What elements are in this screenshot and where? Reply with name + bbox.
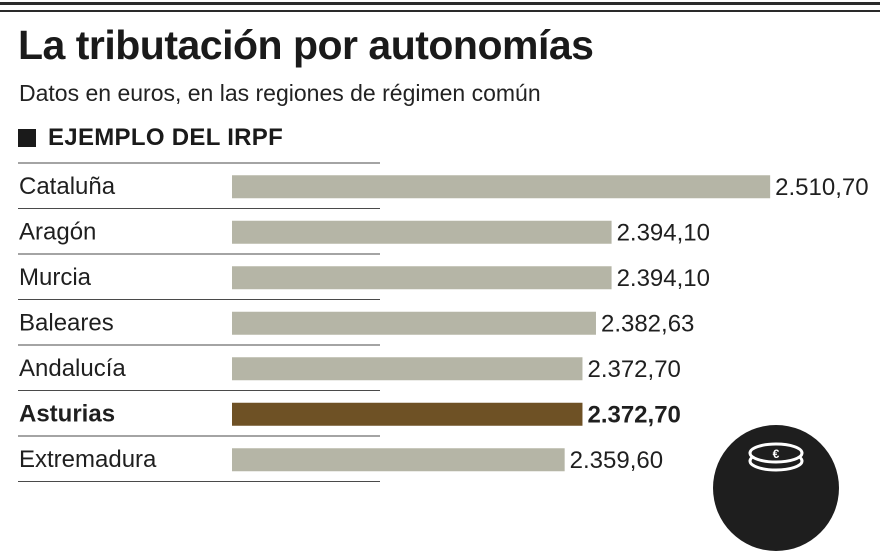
coins-icon-glyph: € (748, 442, 804, 472)
bar-murcia (232, 266, 612, 290)
top-rule-thick (0, 2, 880, 5)
section-label: EJEMPLO DEL IRPF (48, 124, 284, 151)
bar-asturias (232, 402, 583, 426)
chart-title: La tributación por autonomías (18, 22, 594, 68)
top-rule-thin (0, 10, 880, 12)
bar-aragon (232, 220, 612, 244)
category-label-aragon: Aragón (19, 218, 96, 245)
category-label-cataluna: Cataluña (19, 173, 116, 200)
value-label-murcia: 2.394,10 (617, 265, 710, 292)
value-label-baleares: 2.382,63 (601, 310, 694, 337)
value-label-extremadura: 2.359,60 (570, 447, 663, 474)
value-label-asturias: 2.372,70 (587, 401, 680, 428)
chart-subtitle: Datos en euros, en las regiones de régim… (19, 80, 541, 106)
bar-cataluna (232, 175, 771, 199)
category-label-murcia: Murcia (19, 264, 92, 291)
coins-icon: € (713, 425, 839, 551)
svg-text:€: € (773, 447, 780, 461)
bar-chart: Cataluña 2.510,70 Aragón 2.394,10 Murcia 2.39… (18, 162, 869, 482)
section-square-icon (18, 129, 36, 147)
bar-andalucia (232, 357, 583, 381)
bar-baleares (232, 311, 596, 335)
category-label-andalucia: Andalucía (19, 355, 126, 382)
category-label-baleares: Baleares (19, 309, 114, 336)
category-label-asturias: Asturias (19, 400, 115, 427)
value-label-aragon: 2.394,10 (617, 219, 710, 246)
category-label-extremadura: Extremadura (19, 446, 157, 473)
bar-extremadura (232, 448, 565, 472)
section-header: EJEMPLO DEL IRPF (18, 124, 283, 152)
value-label-andalucia: 2.372,70 (587, 356, 680, 383)
top-rule (0, 0, 880, 16)
value-label-cataluna: 2.510,70 (775, 174, 868, 201)
